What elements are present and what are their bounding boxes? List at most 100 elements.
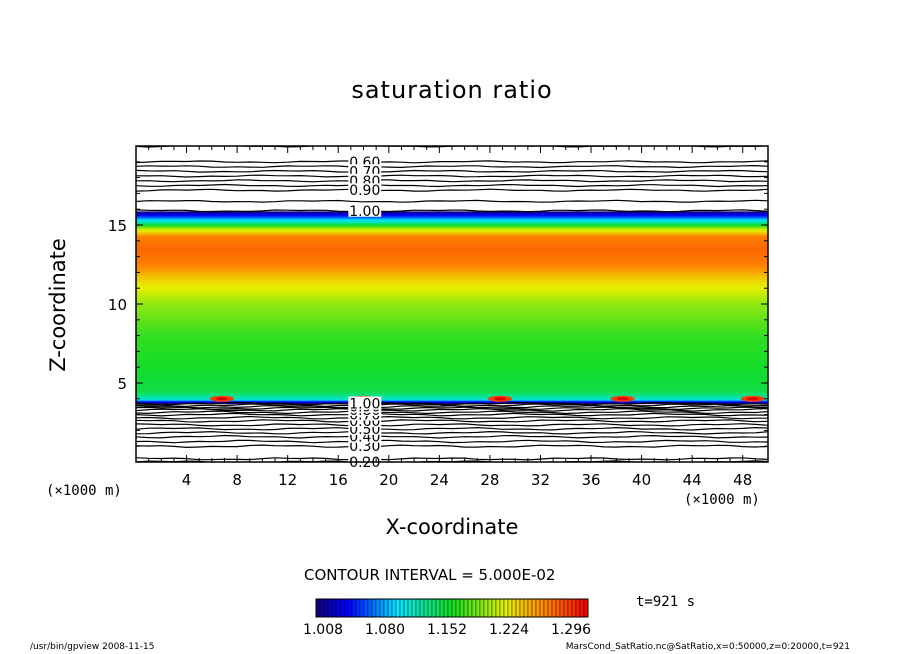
colorbar-frame [315, 598, 589, 618]
colorbar: 1.008 1.080 1.152 1.224 1.296 [303, 598, 591, 638]
field-band [136, 418, 768, 420]
field-band [136, 389, 768, 391]
field-band [136, 206, 768, 208]
colorbar-cell [543, 598, 549, 618]
field-band [136, 437, 768, 439]
field-band [136, 245, 768, 247]
field-band [136, 150, 768, 153]
field-band [136, 320, 768, 322]
field-band [136, 307, 768, 310]
field-band [136, 159, 768, 161]
colorbar-cell [371, 598, 377, 618]
field-band [136, 365, 768, 368]
field-band [136, 198, 768, 201]
field-band [136, 241, 768, 243]
field-band [136, 449, 768, 451]
field-band [136, 154, 768, 157]
colorbar-cell [503, 598, 509, 618]
field-hotspot-core [494, 397, 507, 401]
field-band [136, 312, 768, 315]
field-band [136, 221, 768, 224]
field-band [136, 397, 768, 399]
field-band [136, 322, 768, 324]
field-band [136, 234, 768, 236]
field-band [136, 188, 768, 191]
contour-line [136, 410, 768, 415]
field-band [136, 202, 768, 204]
field-band [136, 155, 768, 157]
colorbar-cell [399, 598, 405, 618]
colorbar-cell [451, 598, 457, 618]
field-band [136, 183, 768, 186]
field-band [136, 197, 768, 199]
field-band [136, 413, 768, 416]
field-hotspot-core [746, 397, 759, 401]
field-band [136, 265, 768, 267]
field-band [136, 454, 768, 456]
field-band [136, 356, 768, 358]
field-band [136, 246, 768, 248]
x-axis-label: X-coordinate [0, 515, 904, 539]
field-band [136, 408, 768, 410]
colorbar-cell [411, 598, 417, 618]
colorbar-cell [435, 598, 441, 618]
field-band [136, 416, 768, 418]
field-band [136, 249, 768, 251]
field-band [136, 309, 768, 311]
field-band [136, 337, 768, 340]
x-tick-label: 44 [683, 471, 702, 489]
field-band [136, 430, 768, 432]
field-band [136, 239, 768, 241]
field-band [136, 211, 768, 213]
contour-line [136, 434, 768, 439]
field-band [136, 152, 768, 154]
field-band [136, 171, 768, 173]
field-band [136, 301, 768, 304]
field-band [136, 382, 768, 384]
field-band [136, 455, 768, 458]
field-band [136, 326, 768, 328]
colorbar-cell [523, 598, 529, 618]
footer-command: /usr/bin/gpview 2008-11-15 [30, 642, 155, 652]
field-band [136, 364, 768, 367]
field-band [136, 422, 768, 424]
colorbar-tick-label: 1.080 [365, 622, 405, 638]
field-band [136, 326, 768, 329]
field-band [136, 172, 768, 175]
field-band [136, 394, 768, 396]
field-band [136, 193, 768, 195]
contour-lines [136, 146, 768, 462]
field-band [136, 393, 768, 395]
field-band [136, 226, 768, 228]
field-band [136, 409, 768, 412]
field-band [136, 332, 768, 334]
contour-line [136, 174, 768, 178]
field-band [136, 323, 768, 326]
field-band [136, 401, 768, 404]
field-band [136, 163, 768, 165]
colorbar-cell [463, 598, 469, 618]
field-band [136, 230, 768, 232]
field-band [136, 280, 768, 282]
field-band [136, 386, 768, 388]
field-band [136, 379, 768, 381]
field-band [136, 162, 768, 164]
field-band [136, 210, 768, 213]
field-band [136, 399, 768, 401]
field-band [136, 288, 768, 291]
field-band [136, 396, 768, 398]
field-band [136, 187, 768, 190]
field-band [136, 354, 768, 356]
field-band [136, 233, 768, 236]
field-band [136, 277, 768, 279]
contour-label-bg [348, 203, 382, 217]
field-band [136, 368, 768, 371]
field-band [136, 190, 768, 192]
field-band [136, 299, 768, 301]
field-band [136, 304, 768, 307]
field-band [136, 222, 768, 225]
field-band [136, 244, 768, 247]
field-band [136, 386, 768, 389]
field-band [136, 243, 768, 245]
